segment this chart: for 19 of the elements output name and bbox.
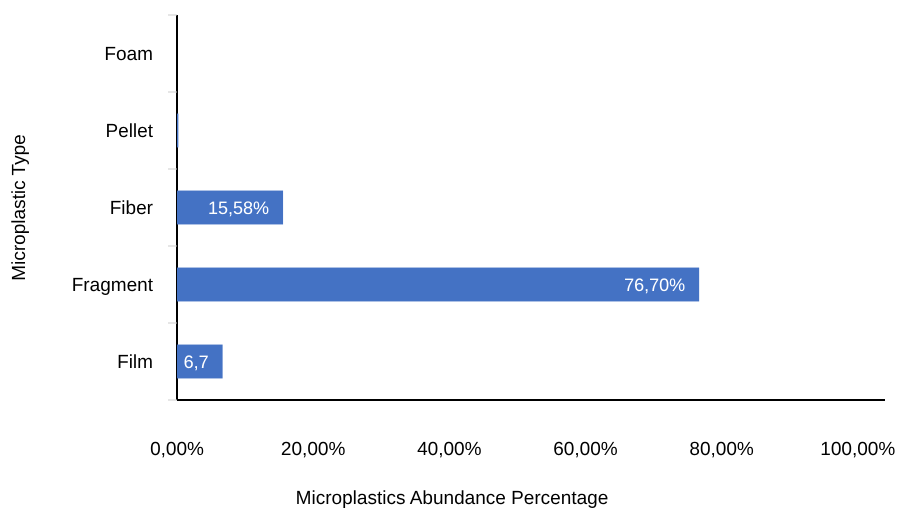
- y-tick-label: Fiber: [110, 198, 154, 220]
- bar: [177, 344, 223, 378]
- data-label: 76,70%: [624, 274, 686, 295]
- bar: [177, 268, 700, 302]
- y-tick-label: Film: [117, 352, 153, 374]
- x-tick-label: 100,00%: [820, 439, 896, 460]
- x-tick-label: 80,00%: [689, 439, 754, 460]
- x-tick-label: 60,00%: [553, 439, 618, 460]
- bar: [177, 190, 284, 224]
- y-axis-title: Microplastic Type: [9, 134, 30, 281]
- data-label: 6,7: [184, 352, 209, 372]
- y-tick-label: Fragment: [72, 275, 154, 296]
- y-tick-label: Pellet: [105, 121, 154, 142]
- x-tick-label: 0,00%: [150, 439, 204, 460]
- x-tick-label: 20,00%: [280, 439, 346, 460]
- data-label: 15,58%: [208, 198, 270, 218]
- x-axis-title: Microplastics Abundance Percentage: [296, 488, 608, 509]
- x-tick-label: 40,00%: [417, 439, 482, 460]
- y-tick-label: Foam: [104, 44, 153, 66]
